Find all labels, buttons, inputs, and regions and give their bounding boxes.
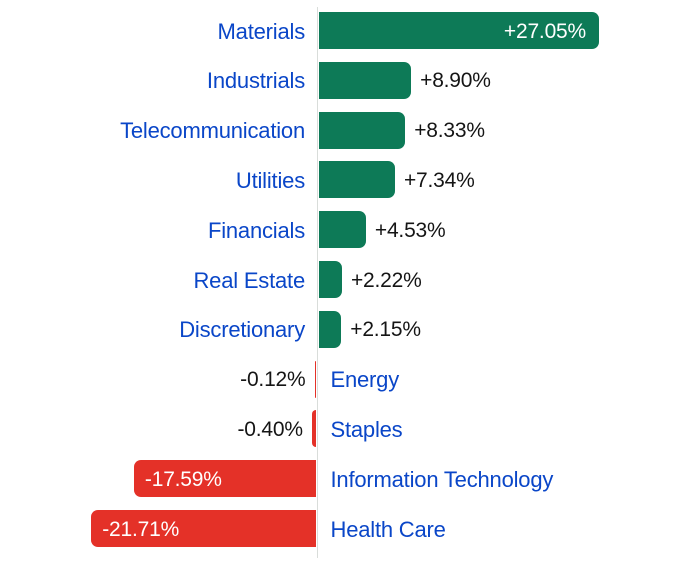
negative-bar bbox=[314, 360, 316, 398]
positive-bar bbox=[319, 261, 342, 298]
bar-row: Discretionary +2.15% bbox=[0, 310, 681, 348]
category-label: Information Technology bbox=[330, 466, 554, 492]
value-label: +8.90% bbox=[420, 69, 491, 93]
value-label: -0.12% bbox=[240, 368, 306, 392]
positive-bar bbox=[319, 211, 366, 249]
value-label: +2.15% bbox=[350, 318, 421, 342]
category-label: Energy bbox=[330, 367, 400, 393]
value-label: +27.05% bbox=[503, 19, 586, 43]
zero-baseline-axis bbox=[316, 7, 318, 558]
value-label: -0.40% bbox=[237, 417, 304, 441]
bar-row: Staples -0.40% bbox=[0, 410, 681, 448]
category-label: Real Estate bbox=[193, 267, 305, 293]
bar-row: Real Estate +2.22% bbox=[0, 261, 681, 298]
negative-bar bbox=[91, 510, 316, 547]
bar-row: Information Technology -17.59% bbox=[0, 460, 681, 498]
category-label: Financials bbox=[207, 217, 305, 243]
category-label: Materials bbox=[217, 18, 306, 44]
positive-bar bbox=[319, 161, 395, 199]
positive-bar bbox=[319, 310, 342, 348]
category-label: Health Care bbox=[330, 516, 446, 542]
category-label: Staples bbox=[330, 416, 403, 442]
bar-row: Health Care -21.71% bbox=[0, 510, 681, 547]
category-label: Telecommunication bbox=[120, 118, 305, 144]
positive-bar bbox=[319, 12, 599, 49]
bar-row: Energy -0.12% bbox=[0, 360, 681, 398]
category-label: Industrials bbox=[206, 68, 305, 94]
value-label: -17.59% bbox=[144, 467, 222, 491]
value-label: +2.22% bbox=[350, 268, 422, 292]
value-label: +7.34% bbox=[403, 168, 475, 192]
positive-bar bbox=[319, 111, 406, 149]
category-label: Utilities bbox=[235, 167, 305, 193]
negative-bar bbox=[311, 410, 316, 448]
negative-bar bbox=[133, 460, 316, 498]
bar-row: Telecommunication +8.33% bbox=[0, 111, 681, 149]
bar-row: Utilities +7.34% bbox=[0, 161, 681, 199]
bar-row: Financials +4.53% bbox=[0, 211, 681, 249]
positive-bar bbox=[319, 61, 412, 99]
value-label: +8.33% bbox=[414, 119, 485, 143]
bar-row: Materials +27.05% bbox=[0, 12, 681, 49]
bar-row: Industrials +8.90% bbox=[0, 61, 681, 99]
category-label: Discretionary bbox=[179, 317, 305, 343]
value-label: -21.71% bbox=[102, 517, 180, 541]
value-label: +4.53% bbox=[374, 218, 446, 242]
